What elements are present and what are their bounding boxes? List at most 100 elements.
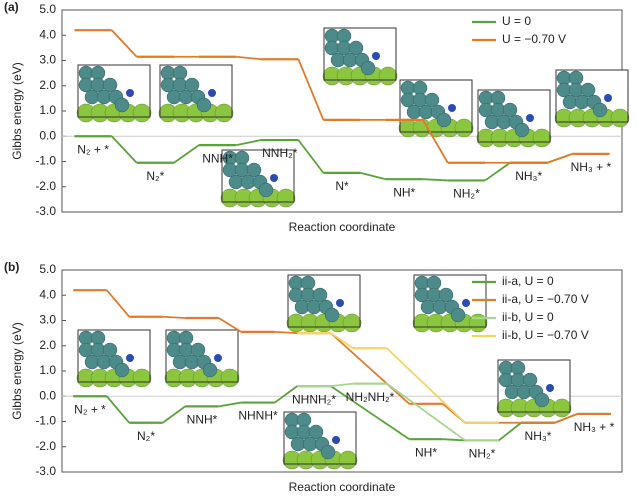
y-tick-label: 3.0 bbox=[39, 53, 56, 67]
legend-label: ii-a, U = −0.70 V bbox=[502, 292, 589, 306]
y-tick-label: -1.0 bbox=[35, 414, 56, 428]
clip bbox=[159, 64, 233, 118]
adsorbate-atom bbox=[336, 299, 344, 307]
connector bbox=[422, 178, 448, 182]
adsorbate-atom bbox=[372, 52, 380, 60]
connector bbox=[274, 385, 298, 404]
connector bbox=[498, 422, 522, 442]
connector bbox=[236, 139, 262, 146]
state-label: NH₃ + * bbox=[571, 160, 612, 174]
connector bbox=[162, 405, 186, 424]
cluster-atom bbox=[114, 362, 130, 378]
connector bbox=[106, 395, 130, 424]
y-tick-label: 5.0 bbox=[39, 262, 56, 276]
adsorbate-atom bbox=[214, 354, 222, 362]
y-tick-label: 3.0 bbox=[39, 313, 56, 327]
legend-label: ii-a, U = 0 bbox=[502, 274, 554, 288]
y-tick-label: 5.0 bbox=[39, 2, 56, 16]
panel-label: (a) bbox=[4, 0, 19, 14]
adsorbate-atom bbox=[462, 299, 470, 307]
cluster-atom bbox=[580, 82, 596, 98]
cluster-atom bbox=[522, 372, 538, 388]
connector bbox=[297, 139, 325, 174]
state-label: NH* bbox=[415, 445, 437, 459]
connector bbox=[360, 171, 386, 181]
support-atom bbox=[132, 368, 152, 388]
y-tick-label: 1.0 bbox=[39, 363, 56, 377]
cluster-atom bbox=[514, 122, 530, 138]
y-tick-label: -2.0 bbox=[35, 439, 56, 453]
cluster-atom bbox=[102, 77, 118, 93]
connector bbox=[386, 347, 466, 424]
state-label: NNH* bbox=[187, 413, 218, 427]
support-atom bbox=[532, 128, 552, 148]
structure-inset bbox=[220, 149, 296, 208]
adsorbate-atom bbox=[126, 89, 134, 97]
support-atom bbox=[468, 313, 488, 333]
cluster-atom bbox=[436, 112, 452, 128]
support-atom bbox=[338, 450, 358, 470]
structure-inset bbox=[76, 64, 152, 123]
support-atom bbox=[342, 313, 362, 333]
y-tick-label: 4.0 bbox=[39, 27, 56, 41]
legend-label: U = 0 bbox=[502, 14, 531, 28]
cluster-atom bbox=[196, 97, 212, 113]
cluster-atom bbox=[320, 444, 336, 460]
clip bbox=[323, 27, 397, 81]
cluster-atom bbox=[534, 392, 550, 408]
cluster-atom bbox=[102, 342, 118, 358]
structure-inset bbox=[554, 69, 630, 128]
state-label: NNH₂* bbox=[262, 146, 298, 160]
panel-label: (b) bbox=[4, 260, 19, 274]
adsorbate-atom bbox=[208, 89, 216, 97]
support-atom bbox=[214, 103, 234, 123]
cluster-atom bbox=[312, 287, 328, 303]
clip bbox=[77, 329, 151, 383]
cluster-atom bbox=[184, 77, 200, 93]
cluster-atom bbox=[114, 97, 130, 113]
connector bbox=[162, 315, 186, 319]
structure-inset bbox=[164, 329, 240, 388]
cluster-atom bbox=[258, 182, 274, 198]
cluster-atom bbox=[202, 362, 218, 378]
y-axis-label: Gibbs energy (eV) bbox=[10, 322, 24, 419]
structure-inset bbox=[476, 89, 552, 148]
state-label: NHNH* bbox=[238, 409, 278, 423]
y-tick-label: 4.0 bbox=[39, 287, 56, 301]
adsorbate-atom bbox=[604, 94, 612, 102]
legend-label: ii-b, U = −0.70 V bbox=[502, 328, 589, 342]
connector bbox=[442, 438, 466, 442]
cluster-atom bbox=[190, 342, 206, 358]
y-tick-label: 0.0 bbox=[39, 128, 56, 142]
state-label: NH₃* bbox=[525, 429, 552, 443]
connector bbox=[547, 153, 573, 164]
structure-inset bbox=[412, 274, 488, 333]
structure-inset bbox=[496, 359, 572, 418]
connector bbox=[386, 382, 466, 442]
y-tick-label: 2.0 bbox=[39, 338, 56, 352]
clip bbox=[165, 329, 239, 383]
clip bbox=[287, 274, 361, 328]
state-label: N₂ + * bbox=[77, 142, 109, 156]
clip bbox=[77, 64, 151, 118]
y-tick-label: 2.0 bbox=[39, 78, 56, 92]
adsorbate-atom bbox=[332, 436, 340, 444]
y-axis-label: Gibbs energy (eV) bbox=[10, 62, 24, 159]
structure-inset bbox=[322, 27, 398, 86]
support-atom bbox=[378, 66, 398, 86]
connector bbox=[106, 289, 130, 318]
connector bbox=[218, 317, 242, 333]
y-tick-label: -3.0 bbox=[35, 204, 56, 218]
connector bbox=[330, 332, 410, 405]
cluster-atom bbox=[592, 102, 608, 118]
structure-inset bbox=[282, 411, 358, 470]
connector bbox=[111, 135, 138, 164]
state-label: N₂* bbox=[146, 169, 164, 183]
x-axis-label: Reaction coordinate bbox=[289, 480, 396, 494]
connector bbox=[274, 330, 298, 335]
connector bbox=[236, 55, 262, 61]
state-label: NNH* bbox=[202, 151, 233, 165]
connector bbox=[330, 382, 354, 388]
support-atom bbox=[552, 398, 572, 418]
structure-inset bbox=[286, 274, 362, 333]
